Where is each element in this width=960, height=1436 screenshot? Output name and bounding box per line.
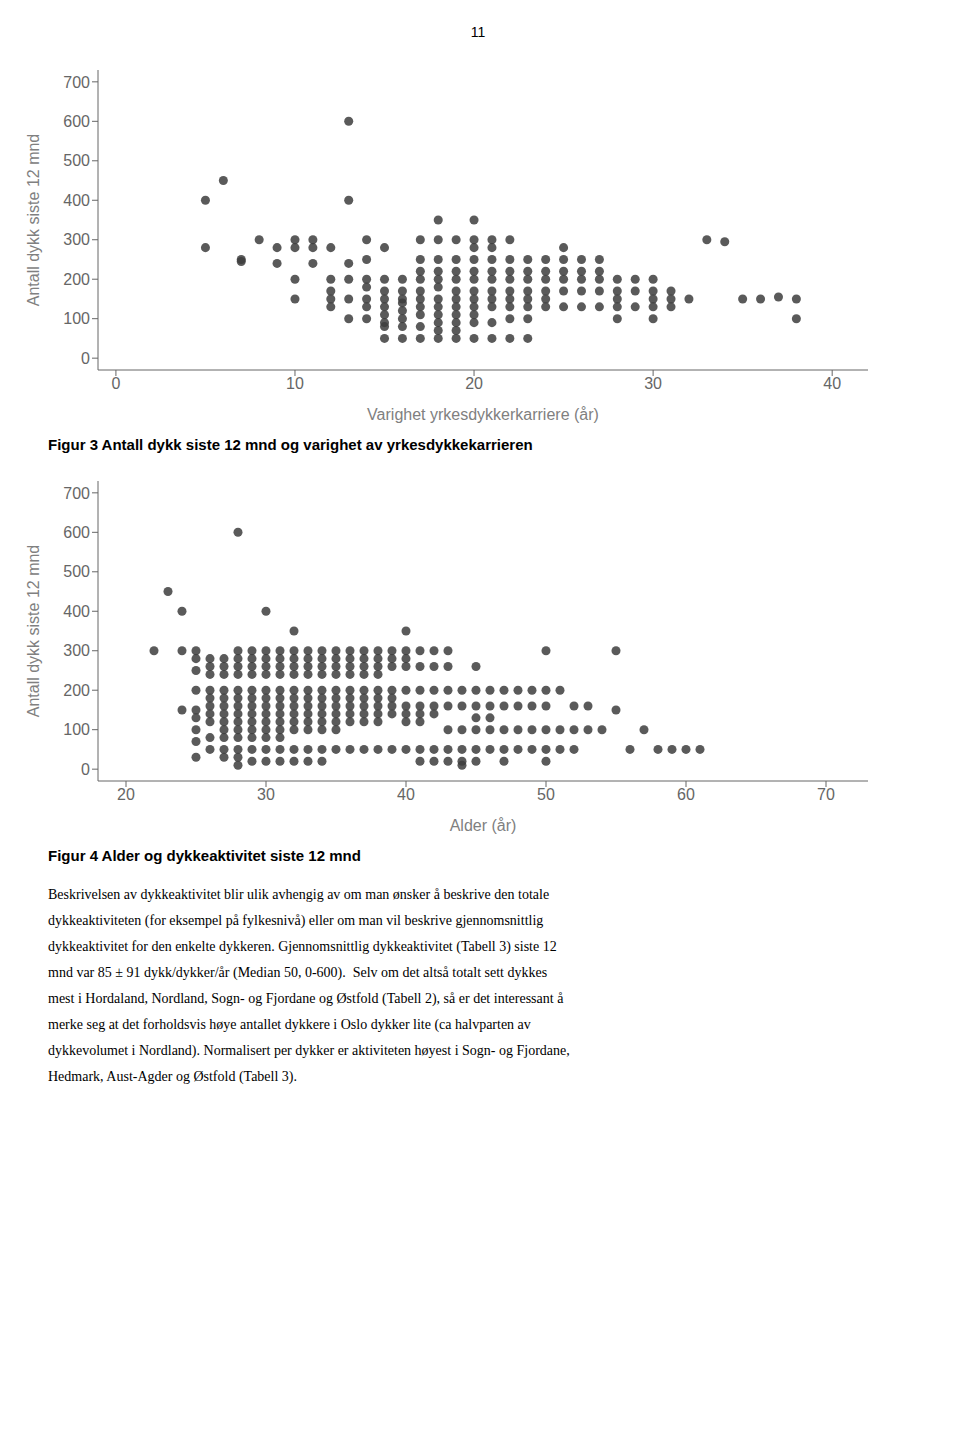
svg-text:400: 400 bbox=[63, 603, 90, 620]
svg-text:20: 20 bbox=[117, 786, 135, 803]
svg-text:Antall dykk siste 12 mnd: Antall dykk siste 12 mnd bbox=[25, 545, 42, 718]
svg-text:Antall dykk siste 12 mnd: Antall dykk siste 12 mnd bbox=[25, 134, 42, 307]
svg-text:100: 100 bbox=[63, 310, 90, 327]
svg-text:0: 0 bbox=[81, 350, 90, 367]
svg-text:70: 70 bbox=[817, 786, 835, 803]
html-text:merke seg at det forholdsvis h: merke seg at det forholdsvis høye antall… bbox=[48, 1017, 531, 1032]
html-text:Figur 3 Antall dykk siste 12 m: Figur 3 Antall dykk siste 12 mnd og vari… bbox=[48, 436, 533, 453]
svg-text:0: 0 bbox=[111, 375, 120, 392]
svg-text:10: 10 bbox=[286, 375, 304, 392]
svg-text:300: 300 bbox=[63, 642, 90, 659]
svg-text:20: 20 bbox=[465, 375, 483, 392]
html-text:mnd var 85 ± 91 dykk/dykker/år: mnd var 85 ± 91 dykk/dykker/år (Median 5… bbox=[48, 965, 548, 980]
html-text:Figur 4 Alder og dykkeaktivite: Figur 4 Alder og dykkeaktivitet siste 12… bbox=[48, 847, 361, 864]
html-text:dykkeaktiviteten (for eksempel: dykkeaktiviteten (for eksempel på fylkes… bbox=[48, 913, 544, 928]
svg-text:40: 40 bbox=[823, 375, 841, 392]
svg-text:200: 200 bbox=[63, 682, 90, 699]
svg-text:700: 700 bbox=[63, 485, 90, 502]
html-text:Beskrivelsen av dykkeaktivitet: Beskrivelsen av dykkeaktivitet blir ulik… bbox=[48, 887, 550, 902]
svg-text:500: 500 bbox=[63, 563, 90, 580]
svg-text:200: 200 bbox=[63, 271, 90, 288]
svg-text:40: 40 bbox=[397, 786, 415, 803]
html-text:11: 11 bbox=[470, 24, 486, 40]
html-text:Hedmark, Aust-Agder og Østfold: Hedmark, Aust-Agder og Østfold (Tabell 3… bbox=[48, 1069, 297, 1084]
svg-text:30: 30 bbox=[257, 786, 275, 803]
svg-text:Varighet yrkesdykkerkarriere (: Varighet yrkesdykkerkarriere (år) bbox=[367, 406, 599, 423]
svg-text:600: 600 bbox=[63, 113, 90, 130]
html-text:dykkevolumet i Nordland). Norm: dykkevolumet i Nordland). Normalisert pe… bbox=[48, 1043, 570, 1058]
svg-text:700: 700 bbox=[63, 74, 90, 91]
svg-text:500: 500 bbox=[63, 152, 90, 169]
svg-text:Alder (år): Alder (år) bbox=[450, 817, 517, 834]
svg-text:50: 50 bbox=[537, 786, 555, 803]
svg-text:100: 100 bbox=[63, 721, 90, 738]
svg-text:400: 400 bbox=[63, 192, 90, 209]
svg-text:600: 600 bbox=[63, 524, 90, 541]
html-text:dykkeaktivitet for den enkelte: dykkeaktivitet for den enkelte dykkeren.… bbox=[48, 939, 557, 954]
svg-text:0: 0 bbox=[81, 761, 90, 778]
svg-text:300: 300 bbox=[63, 231, 90, 248]
svg-text:60: 60 bbox=[677, 786, 695, 803]
html-text:mest i Hordaland, Nordland, So: mest i Hordaland, Nordland, Sogn- og Fjo… bbox=[48, 991, 564, 1006]
svg-text:30: 30 bbox=[644, 375, 662, 392]
